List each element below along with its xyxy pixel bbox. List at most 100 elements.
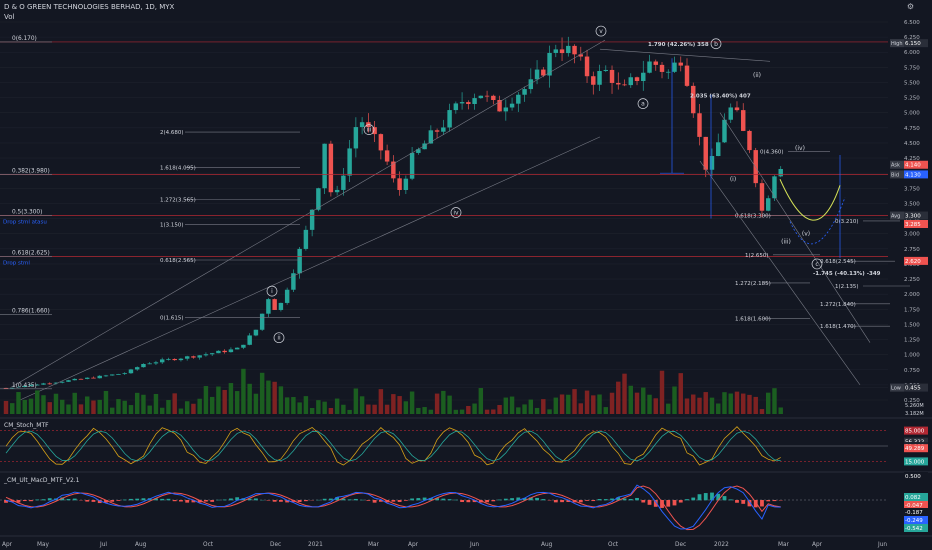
candle-body bbox=[397, 178, 402, 190]
volume-bar bbox=[278, 386, 284, 414]
volume-bar bbox=[716, 403, 721, 414]
stoch-k-line bbox=[5, 426, 781, 466]
candle-body bbox=[447, 110, 452, 128]
level-price bbox=[904, 256, 928, 265]
bid-tag bbox=[890, 170, 904, 179]
volume-bar bbox=[609, 392, 615, 414]
macd-tag-label: 0.500 bbox=[905, 474, 921, 480]
macd-histogram-bar bbox=[560, 500, 564, 503]
stoch-d-line bbox=[5, 430, 781, 462]
bid-tag-label: Bid bbox=[891, 172, 899, 178]
volume-bar bbox=[591, 395, 596, 414]
x-tick-label: Oct bbox=[608, 542, 619, 548]
candle-body bbox=[653, 61, 658, 65]
fib-label: 0.618(2.565) bbox=[160, 258, 196, 264]
volume-bar bbox=[634, 392, 640, 414]
volume-bar bbox=[684, 398, 690, 414]
macd-histogram-bar bbox=[66, 498, 71, 501]
volume-bar bbox=[85, 396, 90, 414]
volume-bar bbox=[778, 407, 783, 414]
macd-histogram-bar bbox=[210, 500, 215, 502]
candle-body bbox=[497, 100, 502, 112]
x-tick-label: Aug bbox=[541, 542, 553, 548]
fib-label: 1(0.435) bbox=[12, 383, 37, 389]
candle-body bbox=[459, 102, 465, 104]
candle-body bbox=[291, 273, 296, 290]
volume-bar bbox=[109, 407, 115, 414]
y-tick-label: 1.500 bbox=[904, 322, 920, 328]
candle-body bbox=[541, 69, 546, 76]
y-tick-label: 4.500 bbox=[904, 141, 920, 147]
macd-histogram-bar bbox=[747, 500, 752, 507]
volume-bar bbox=[734, 391, 740, 414]
volume-bar bbox=[566, 394, 571, 414]
macd-histogram-bar bbox=[460, 500, 464, 503]
low-price bbox=[904, 383, 928, 392]
volume-bar bbox=[134, 392, 140, 414]
low-tag bbox=[890, 383, 904, 392]
measure-label: 1.790 (42.26%) 358 bbox=[648, 42, 709, 48]
volume-bar bbox=[209, 396, 215, 414]
candle-body bbox=[272, 299, 277, 310]
volume-bar bbox=[459, 409, 465, 414]
volume-bar bbox=[503, 397, 509, 414]
fib-label: 0.382(3.980) bbox=[12, 168, 50, 174]
volume-bar bbox=[334, 398, 340, 414]
macd-histogram-bar bbox=[697, 494, 702, 501]
candle-body bbox=[741, 110, 746, 131]
wave-circle bbox=[637, 98, 649, 109]
macd-tag-label: -0.542 bbox=[905, 526, 923, 532]
macd-histogram-bar bbox=[116, 500, 121, 501]
candle-body bbox=[141, 363, 146, 368]
volume-bar bbox=[322, 401, 327, 414]
volume-bar bbox=[22, 399, 27, 414]
candle-body bbox=[60, 381, 65, 383]
candle-body bbox=[622, 84, 627, 86]
candle-body bbox=[553, 49, 559, 53]
avg-price-label: 3.300 bbox=[905, 214, 921, 220]
candle-body bbox=[159, 359, 165, 363]
volume-bar bbox=[359, 396, 365, 414]
volume-bar bbox=[184, 401, 190, 414]
volume-bar bbox=[491, 409, 496, 414]
volume-bar bbox=[159, 407, 165, 414]
candle-body bbox=[347, 148, 352, 176]
candle-body bbox=[216, 350, 221, 354]
volume-bar bbox=[641, 387, 646, 414]
x-tick-label: Dec bbox=[270, 542, 281, 548]
volume-bar bbox=[284, 397, 290, 414]
settings-icon[interactable]: ⚙ bbox=[906, 2, 914, 11]
stoch-tag-label: 85.000 bbox=[905, 429, 925, 435]
fib-label: 0(3.210) bbox=[835, 219, 859, 225]
macd-histogram-bar bbox=[522, 497, 527, 501]
macd-histogram-bar bbox=[72, 498, 77, 501]
macd-histogram-bar bbox=[185, 500, 190, 503]
candle-body bbox=[728, 107, 733, 120]
macd-histogram-bar bbox=[385, 500, 390, 503]
x-tick-label: 2021 bbox=[308, 542, 323, 548]
stoch-title: CM_Stoch_MTF bbox=[4, 422, 49, 429]
measure-label: 2.035 (63.40%) 407 bbox=[690, 94, 751, 100]
macd-tag-label: -0.047 bbox=[905, 503, 923, 509]
fib-label: 2(4.680) bbox=[160, 130, 184, 136]
y-tick-label: 2.750 bbox=[904, 247, 920, 253]
candle-body bbox=[709, 156, 715, 170]
macd-histogram-bar bbox=[753, 500, 758, 508]
avg-price bbox=[904, 211, 928, 220]
volume-bar bbox=[428, 409, 434, 414]
volume-bar bbox=[353, 388, 359, 414]
high-tag bbox=[890, 39, 904, 48]
macd-histogram-bar bbox=[710, 492, 714, 501]
volume-bar bbox=[709, 397, 715, 414]
macd-histogram-bar bbox=[278, 500, 283, 502]
candle-body bbox=[172, 358, 177, 361]
candle-body bbox=[516, 94, 521, 104]
macd-histogram-bar bbox=[441, 498, 446, 501]
y-tick-label: 2.500 bbox=[904, 262, 920, 268]
macd-histogram-bar bbox=[285, 500, 290, 503]
candle-body bbox=[103, 375, 109, 377]
candle-body bbox=[491, 95, 496, 101]
volume-bar bbox=[234, 391, 240, 414]
fib-label: 0.5(3.300) bbox=[12, 210, 42, 216]
